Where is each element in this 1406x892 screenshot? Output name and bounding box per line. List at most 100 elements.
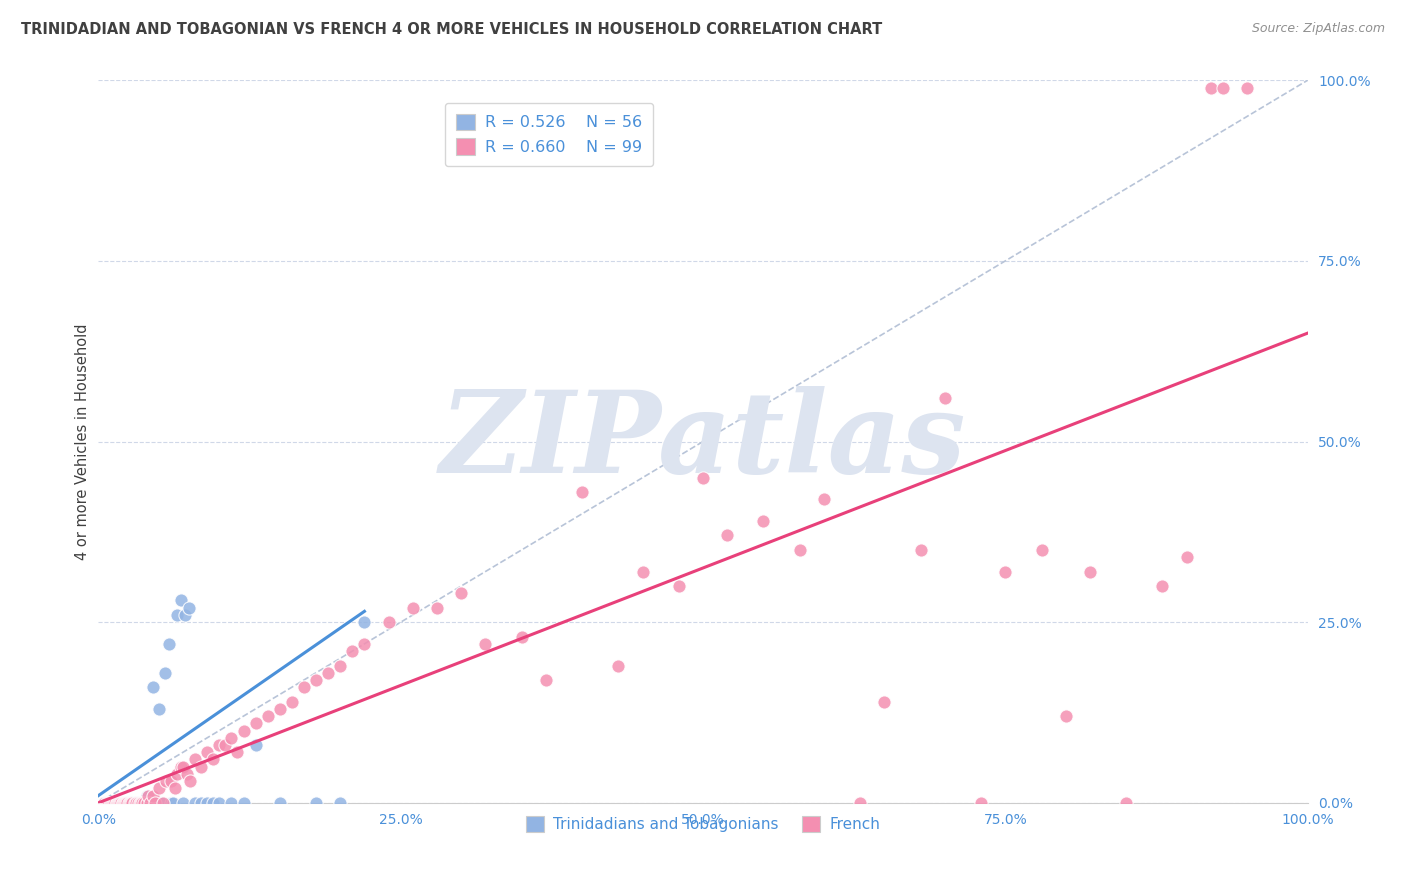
Point [139,796,162,810]
Point [162,796,184,810]
Point [316,665,339,680]
Point [125,796,148,810]
Point [157,637,180,651]
Point [100,796,122,810]
Point [849,796,872,810]
Point [107,796,129,810]
Point [104,796,127,810]
Text: Source: ZipAtlas.com: Source: ZipAtlas.com [1251,22,1385,36]
Point [134,796,156,810]
Point [245,716,267,731]
Point [124,796,146,810]
Point [1054,709,1077,723]
Point [329,658,352,673]
Point [1236,80,1258,95]
Point [117,796,139,810]
Point [256,709,278,723]
Point [305,796,328,810]
Point [148,781,170,796]
Point [426,600,449,615]
Point [124,796,146,810]
Point [100,796,122,810]
Point [176,767,198,781]
Point [342,644,364,658]
Point [269,796,291,810]
Point [104,796,127,810]
Point [117,796,139,810]
Point [160,796,183,810]
Point [127,796,149,810]
Point [114,796,136,810]
Point [994,565,1017,579]
Point [377,615,399,630]
Point [129,796,152,810]
Point [139,796,162,810]
Legend: Trinidadians and Tobagonians, French: Trinidadians and Tobagonians, French [520,810,886,838]
Point [152,796,174,810]
Point [245,738,267,752]
Point [195,796,218,810]
Point [111,796,134,810]
Point [172,760,194,774]
Point [131,796,153,810]
Point [105,796,128,810]
Point [281,695,304,709]
Point [510,630,533,644]
Point [112,796,135,810]
Point [114,796,136,810]
Point [474,637,496,651]
Point [1212,80,1234,95]
Point [190,760,212,774]
Point [93,796,115,810]
Point [232,723,254,738]
Point [105,796,128,810]
Point [305,673,328,687]
Point [143,796,166,810]
Point [125,796,148,810]
Point [155,774,177,789]
Point [160,774,183,789]
Point [108,796,131,810]
Point [98,796,121,810]
Point [172,796,194,810]
Point [135,789,157,803]
Point [153,665,176,680]
Point [150,796,173,810]
Point [190,796,212,810]
Point [100,796,122,810]
Point [195,745,218,759]
Point [668,579,690,593]
Point [135,796,157,810]
Point [115,796,138,810]
Point [96,796,118,810]
Point [214,738,236,752]
Point [692,470,714,484]
Point [148,702,170,716]
Point [232,796,254,810]
Point [202,796,225,810]
Point [142,680,165,694]
Point [631,565,654,579]
Point [103,796,125,810]
Point [93,796,115,810]
Point [184,796,207,810]
Point [94,796,117,810]
Point [1152,579,1174,593]
Point [105,796,128,810]
Point [100,796,122,810]
Point [221,731,243,745]
Point [202,752,225,766]
Point [128,796,150,810]
Point [111,796,134,810]
Point [110,796,132,810]
Point [934,391,956,405]
Point [353,615,375,630]
Point [101,796,124,810]
Point [108,796,131,810]
Point [752,514,775,528]
Point [103,796,125,810]
Point [292,680,315,694]
Point [1175,550,1198,565]
Point [174,607,197,622]
Point [970,796,993,810]
